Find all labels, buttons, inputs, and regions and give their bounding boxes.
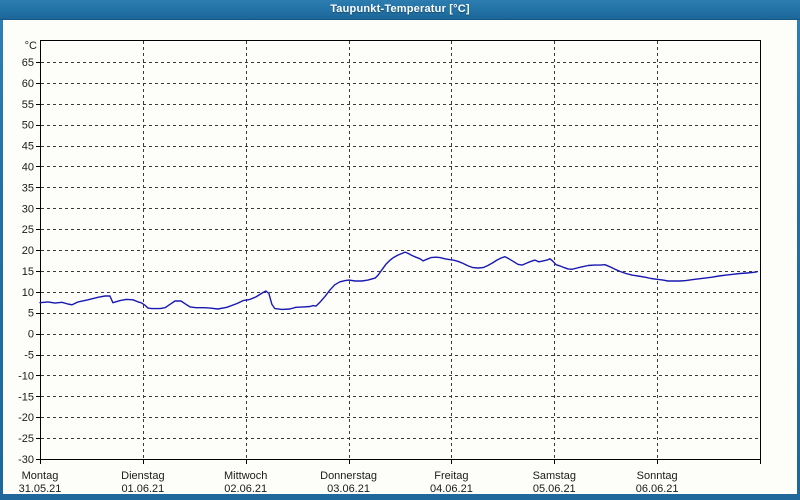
x-tick-day-label: Dienstag	[121, 470, 164, 482]
x-axis-ticks	[40, 459, 761, 464]
y-tick-label: 60	[22, 78, 34, 90]
y-tick-label: 15	[22, 266, 34, 278]
x-tick-date-label: 03.06.21	[327, 483, 370, 495]
y-tick-label: -15	[18, 391, 34, 403]
y-tick-label: -10	[18, 370, 34, 382]
x-tick-day-label: Donnerstag	[320, 470, 377, 482]
chart-area: 65 60 55 50 45 40 35 30 25 20 15 10 5 0 -5 -10 -15 -20 -25…	[3, 20, 797, 495]
y-tick-label: 10	[22, 287, 34, 299]
y-tick-label: 50	[22, 120, 34, 132]
y-axis-ticks	[36, 62, 40, 460]
y-gridlines	[41, 62, 759, 439]
x-gridlines	[143, 41, 658, 458]
x-tick-day-label: Montag	[22, 470, 59, 482]
y-tick-label: -20	[18, 412, 34, 424]
y-axis-labels: 65605550454035302520151050-5-10-15-20-25…	[18, 57, 34, 466]
x-tick-date-label: 02.06.21	[224, 483, 267, 495]
temperature-line	[39, 251, 758, 311]
y-tick-label: 20	[22, 245, 34, 257]
y-unit-label: °C	[25, 40, 37, 52]
x-tick-date-label: 05.06.21	[533, 483, 576, 495]
y-tick-label: 45	[22, 141, 34, 153]
x-tick-date-label: 04.06.21	[430, 483, 473, 495]
x-tick-date-label: 06.06.21	[636, 483, 679, 495]
y-tick-label: 35	[22, 182, 34, 194]
plot-border	[40, 40, 761, 460]
y-tick-label: 65	[22, 57, 34, 69]
window-title: Taupunkt-Temperatur [°C]	[330, 3, 470, 15]
window-titlebar[interactable]: Taupunkt-Temperatur [°C]	[0, 0, 800, 20]
y-tick-label: -25	[18, 433, 34, 445]
y-tick-label: 0	[28, 329, 34, 341]
x-tick-date-label: 01.06.21	[121, 483, 164, 495]
y-tick-label: 25	[22, 224, 34, 236]
x-tick-day-label: Samstag	[533, 470, 576, 482]
y-tick-label: 5	[28, 308, 34, 320]
y-tick-label: 40	[22, 161, 34, 173]
y-tick-label: 55	[22, 99, 34, 111]
x-tick-day-label: Mittwoch	[224, 470, 267, 482]
x-tick-day-label: Freitag	[434, 470, 468, 482]
x-tick-date-label: 31.05.21	[19, 483, 62, 495]
y-tick-label: -5	[24, 350, 34, 362]
y-tick-label: -30	[18, 454, 34, 466]
x-tick-day-label: Sonntag	[637, 470, 678, 482]
y-tick-label: 30	[22, 203, 34, 215]
